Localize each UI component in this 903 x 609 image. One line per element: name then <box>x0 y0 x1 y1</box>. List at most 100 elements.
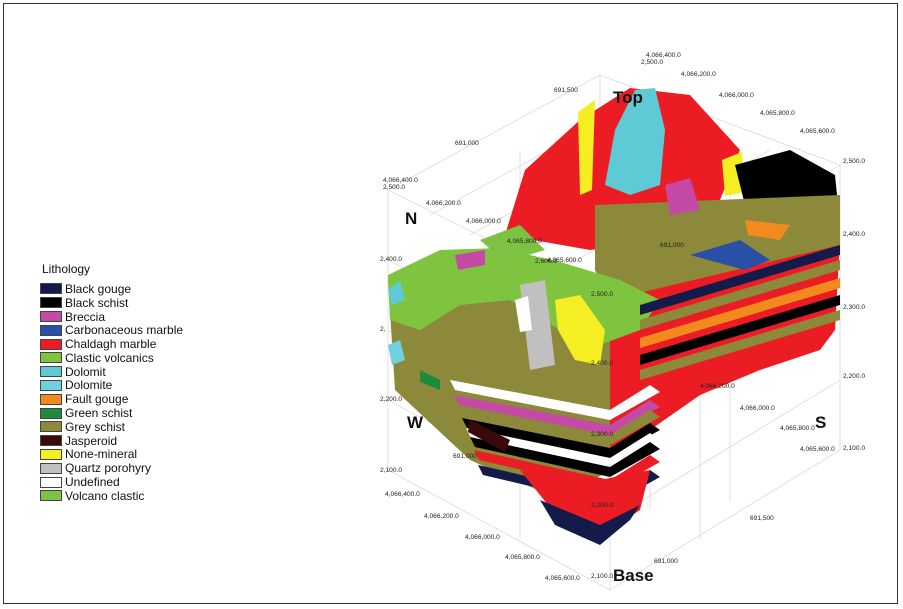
tick-northing-right-0: 4,066,200.0 <box>700 383 735 390</box>
stratum-layer <box>470 437 660 477</box>
legend-item: Black gouge <box>40 282 183 296</box>
legend-items: Black gouge Black schist Breccia Carbonaceo… <box>40 282 183 503</box>
tick-elev-center-0: 2,600.0 <box>535 258 557 265</box>
stratum-layer <box>450 380 660 420</box>
tick-elev-right-0: 2,500.0 <box>843 158 865 165</box>
right-stripe <box>640 310 840 380</box>
legend-swatch <box>40 352 62 364</box>
tick-elev-right-3: 2,200.0 <box>843 373 865 380</box>
none-mineral-wedge <box>555 295 605 365</box>
tick-elev-right-1: 2,400.0 <box>843 231 865 238</box>
right-stripe <box>640 295 840 365</box>
tick-elev-center-1: 2,500.0 <box>591 291 613 298</box>
tick-northing-bl-0: 4,066,400.0 <box>385 491 420 498</box>
legend-label: Dolomit <box>65 364 106 379</box>
legend-label: None-mineral <box>65 447 138 462</box>
legend-swatch <box>40 283 62 295</box>
legend-item: Green schist <box>40 406 183 420</box>
stratum-layer <box>454 395 660 435</box>
tick-northing-left-3: 4,065,800.0 <box>507 238 542 245</box>
tick-easting-left: 691,000 <box>453 453 477 460</box>
legend-item: Black schist <box>40 296 183 310</box>
tick-elev-center-4: 2,200.0 <box>591 502 613 509</box>
legend-item: Dolomit <box>40 365 183 379</box>
tick-elev-left-1: 2,400.0 <box>380 256 402 263</box>
stratum-layer <box>466 428 660 468</box>
legend-item: Breccia <box>40 310 183 324</box>
tick-elev-right-2: 2,300.0 <box>843 304 865 311</box>
grid-line <box>609 449 841 591</box>
direction-north-label: N <box>405 209 417 228</box>
direction-top-label: Top <box>613 88 643 107</box>
tick-easting-top-1: 691,000 <box>455 140 479 147</box>
tick-elev-right-4: 2,100.0 <box>843 445 865 452</box>
dolomit-column <box>605 88 665 195</box>
black-gouge-base <box>540 500 640 545</box>
tick-northing-bl-3: 4,065,800.0 <box>505 554 540 561</box>
legend-label: Quartz porohyry <box>65 461 152 476</box>
legend-swatch <box>40 476 62 488</box>
none-mineral-column-a <box>578 100 595 195</box>
legend-label: Undefined <box>65 475 120 490</box>
tick-easting-top-0: 691,500 <box>554 87 578 94</box>
tick-elev-left-0: 2,500.0 <box>383 184 405 191</box>
dolomit-edge <box>388 280 405 305</box>
volcano-clastic-patch <box>480 225 545 262</box>
legend-label: Volcano clastic <box>65 488 145 503</box>
legend-item: Clastic volcanics <box>40 351 183 365</box>
direction-base-label: Base <box>613 566 654 585</box>
legend-item: None-mineral <box>40 447 183 462</box>
legend-label: Grey schist <box>65 419 126 434</box>
legend-swatch <box>40 462 62 474</box>
dolomite-edge <box>388 340 405 365</box>
tick-northing-bl-1: 4,066,200.0 <box>424 513 459 520</box>
legend-label: Green schist <box>65 406 133 421</box>
chaldagh-marble-lower <box>520 470 650 530</box>
legend-label: Black gouge <box>65 281 132 296</box>
green-schist-edge <box>420 370 440 390</box>
legend-label: Fault gouge <box>65 392 129 407</box>
jasperoid-edge <box>468 420 510 452</box>
undefined-band <box>515 296 532 332</box>
tick-northing-left-4: 4,065,600.0 <box>547 257 582 264</box>
legend-item: Fault gouge <box>40 392 183 406</box>
legend-item: Undefined <box>40 475 183 489</box>
stratum-layer <box>462 418 660 458</box>
legend-label: Jasperoid <box>65 433 118 448</box>
tick-northing-top-2: 4,066,000.0 <box>719 92 754 99</box>
legend-label: Chaldagh marble <box>65 337 157 352</box>
tick-northing-right-2: 4,065,800.0 <box>780 425 815 432</box>
legend-label: Dolomite <box>65 378 113 393</box>
grid-line <box>387 469 611 591</box>
direction-west-label: W <box>407 413 424 432</box>
grid-line <box>387 74 601 191</box>
tick-easting-bottom-0: 691,500 <box>750 515 774 522</box>
legend-label: Clastic volcanics <box>65 350 154 365</box>
tick-northing-top-1: 4,066,200.0 <box>681 71 716 78</box>
tick-northing-left-2: 4,066,000.0 <box>466 218 501 225</box>
none-mineral-column-b <box>722 152 745 196</box>
tick-northing-left-1: 4,066,200.0 <box>426 200 461 207</box>
legend-item: Volcano clastic <box>40 489 183 503</box>
legend-swatch <box>40 421 62 433</box>
legend-swatch <box>40 366 62 378</box>
breccia-left <box>455 250 485 270</box>
lithology-block-model <box>388 88 840 545</box>
legend-swatch <box>40 407 62 419</box>
tick-northing-bl-4: 4,065,600.0 <box>545 575 580 582</box>
legend-label: Carbonaceous marble <box>65 323 184 338</box>
tick-northing-right-1: 4,066,000.0 <box>740 405 775 412</box>
legend-swatch <box>40 393 62 405</box>
tick-northing-top-3: 4,065,800.0 <box>760 110 795 117</box>
tick-easting-bottom-1: 691,000 <box>654 558 678 565</box>
tick-elev-left-2: 2, <box>380 326 386 333</box>
legend-item: Carbonaceous marble <box>40 323 183 337</box>
stratum-layer <box>458 405 660 445</box>
legend-swatch <box>40 310 62 322</box>
legend-swatch <box>40 297 62 309</box>
legend-swatch <box>40 448 62 460</box>
legend-item: Dolomite <box>40 378 183 393</box>
tick-northing-top-4: 4,065,600.0 <box>800 128 835 135</box>
tick-northing-top-0: 4,066,400.0 <box>646 52 681 59</box>
